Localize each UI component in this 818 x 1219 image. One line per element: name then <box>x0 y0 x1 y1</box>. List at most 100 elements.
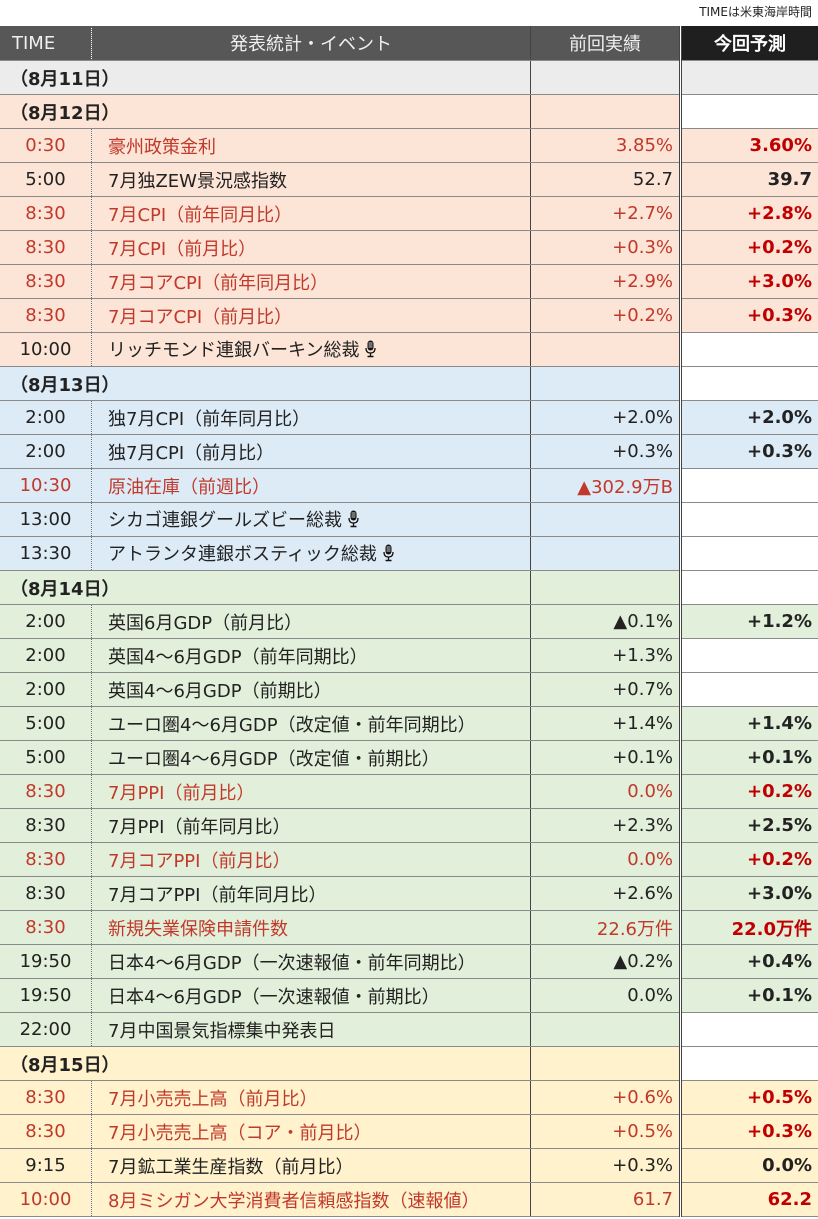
event-name: ユーロ圏4～6月GDP（改定値・前年同期比） <box>108 714 476 736</box>
microphone-icon <box>348 510 359 533</box>
time-cell: 8:30 <box>0 1114 92 1149</box>
event-name: アトランタ連銀ボスティック総裁 <box>108 544 377 565</box>
forecast-cell: +0.1% <box>680 978 818 1013</box>
event-name: 7月CPI（前月比） <box>108 238 257 260</box>
forecast-cell: 0.0% <box>680 1148 818 1183</box>
event-cell: リッチモンド連銀バーキン総裁 <box>91 332 531 367</box>
table-row: 5:00 7月独ZEW景況感指数 52.7 39.7 <box>0 162 818 197</box>
table-row: 8:30 7月コアCPI（前月比） +0.2% +0.3% <box>0 298 818 333</box>
header-event: 発表統計・イベント <box>91 26 531 61</box>
table-row: 8:30 新規失業保険申請件数 22.6万件 22.0万件 <box>0 910 818 945</box>
event-cell: 独7月CPI（前月比） <box>91 434 531 469</box>
time-cell: 8:30 <box>0 808 92 843</box>
event-name: 新規失業保険申請件数 <box>108 918 288 940</box>
table-row: 8:30 7月小売売上高（前月比） +0.6% +0.5% <box>0 1080 818 1115</box>
forecast-cell: +0.3% <box>680 1114 818 1149</box>
event-name: 7月PPI（前月比） <box>108 782 255 804</box>
previous-cell <box>530 332 682 367</box>
day-forecast-cell <box>680 1046 818 1081</box>
table-row: 8:30 7月PPI（前月比） 0.0% +0.2% <box>0 774 818 809</box>
forecast-cell: +3.0% <box>680 264 818 299</box>
time-cell: 5:00 <box>0 162 92 197</box>
event-name: リッチモンド連銀バーキン総裁 <box>108 340 360 361</box>
time-cell: 19:50 <box>0 944 92 979</box>
previous-cell: +2.3% <box>530 808 682 843</box>
previous-cell: +0.2% <box>530 298 682 333</box>
event-name: 独7月CPI（前月比） <box>108 442 275 464</box>
event-cell: 7月CPI（前月比） <box>91 230 531 265</box>
day-forecast-cell <box>680 366 818 401</box>
time-cell: 9:15 <box>0 1148 92 1183</box>
header-forecast: 今回予測 <box>680 26 818 61</box>
day-forecast-cell <box>680 570 818 605</box>
table-row: 8:30 7月コアPPI（前年同月比） +2.6% +3.0% <box>0 876 818 911</box>
event-cell: 7月中国景気指標集中発表日 <box>91 1012 531 1047</box>
previous-cell: 0.0% <box>530 774 682 809</box>
forecast-cell: +2.8% <box>680 196 818 231</box>
time-cell: 5:00 <box>0 706 92 741</box>
event-name: 独7月CPI（前年同月比） <box>108 408 311 430</box>
previous-cell: +2.6% <box>530 876 682 911</box>
event-cell: 7月小売売上高（前月比） <box>91 1080 531 1115</box>
forecast-cell: +0.2% <box>680 774 818 809</box>
forecast-cell: +0.4% <box>680 944 818 979</box>
table-row: 2:00 英国4～6月GDP（前年同期比） +1.3% <box>0 638 818 673</box>
table-row: 5:00 ユーロ圏4～6月GDP（改定値・前期比） +0.1% +0.1% <box>0 740 818 775</box>
forecast-cell: +0.1% <box>680 740 818 775</box>
forecast-cell <box>680 1012 818 1047</box>
time-cell: 10:30 <box>0 468 92 503</box>
event-name: 7月中国景気指標集中発表日 <box>108 1020 336 1042</box>
time-cell: 8:30 <box>0 230 92 265</box>
previous-cell: 0.0% <box>530 978 682 1013</box>
event-name: 7月コアPPI（前年同月比） <box>108 884 327 906</box>
day-header-row: （8月12日） <box>0 94 818 129</box>
forecast-cell: 3.60% <box>680 128 818 163</box>
forecast-cell <box>680 468 818 503</box>
event-name: 7月小売売上高（コア・前月比） <box>108 1122 372 1144</box>
header-row: TIME 発表統計・イベント 前回実績 今回予測 <box>0 26 818 61</box>
day-header-row: （8月11日） <box>0 60 818 95</box>
event-cell: 7月PPI（前年同月比） <box>91 808 531 843</box>
forecast-cell: 62.2 <box>680 1182 818 1217</box>
event-cell: 新規失業保険申請件数 <box>91 910 531 945</box>
event-name: 日本4～6月GDP（一次速報値・前年同期比） <box>108 952 476 974</box>
forecast-cell: +2.0% <box>680 400 818 435</box>
day-forecast-cell <box>680 60 818 95</box>
forecast-cell: +2.5% <box>680 808 818 843</box>
day-header-row: （8月14日） <box>0 570 818 605</box>
day-label: （8月15日） <box>0 1046 531 1081</box>
forecast-cell: +0.2% <box>680 842 818 877</box>
time-cell: 8:30 <box>0 264 92 299</box>
event-name: 8月ミシガン大学消費者信頼感指数（速報値） <box>108 1190 480 1212</box>
forecast-cell <box>680 672 818 707</box>
table-row: 8:30 7月CPI（前月比） +0.3% +0.2% <box>0 230 818 265</box>
event-cell: ユーロ圏4～6月GDP（改定値・前期比） <box>91 740 531 775</box>
table-row: 2:00 英国4～6月GDP（前期比） +0.7% <box>0 672 818 707</box>
time-cell: 22:00 <box>0 1012 92 1047</box>
event-name: 7月コアPPI（前月比） <box>108 850 291 872</box>
time-cell: 8:30 <box>0 196 92 231</box>
forecast-cell: +0.3% <box>680 434 818 469</box>
previous-cell: +1.4% <box>530 706 682 741</box>
forecast-cell <box>680 638 818 673</box>
event-name: 7月PPI（前年同月比） <box>108 816 291 838</box>
time-cell: 13:00 <box>0 502 92 537</box>
event-cell: 7月小売売上高（コア・前月比） <box>91 1114 531 1149</box>
previous-cell: ▲0.1% <box>530 604 682 639</box>
table-row: 2:00 独7月CPI（前月比） +0.3% +0.3% <box>0 434 818 469</box>
table-row: 13:30 アトランタ連銀ボスティック総裁 <box>0 536 818 571</box>
time-cell: 2:00 <box>0 604 92 639</box>
time-cell: 5:00 <box>0 740 92 775</box>
time-cell: 2:00 <box>0 400 92 435</box>
previous-cell: +0.3% <box>530 230 682 265</box>
forecast-cell: 22.0万件 <box>680 910 818 945</box>
previous-cell: 3.85% <box>530 128 682 163</box>
forecast-cell: +1.4% <box>680 706 818 741</box>
event-name: シカゴ連銀グールズビー総裁 <box>108 510 342 531</box>
previous-cell: 0.0% <box>530 842 682 877</box>
day-prev-cell <box>530 366 682 401</box>
previous-cell: +0.6% <box>530 1080 682 1115</box>
day-prev-cell <box>530 94 682 129</box>
event-cell: 7月CPI（前年同月比） <box>91 196 531 231</box>
forecast-cell <box>680 536 818 571</box>
